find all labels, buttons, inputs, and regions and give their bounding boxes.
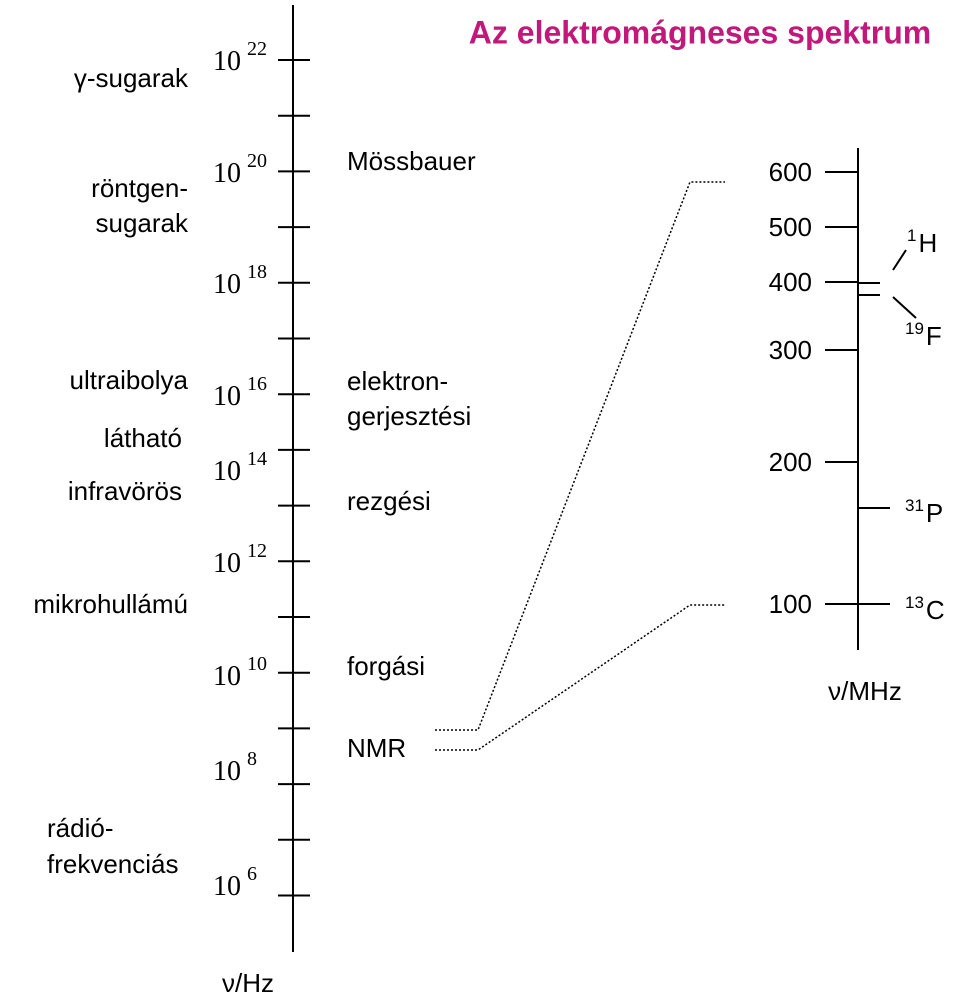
tick-label: 600 bbox=[769, 157, 812, 187]
transition-label: gerjesztési bbox=[347, 401, 471, 431]
exponent: 6 bbox=[247, 863, 257, 885]
exponent: 20 bbox=[247, 150, 267, 172]
tick-label: 10 20 bbox=[213, 150, 267, 190]
axis-label: ν/Hz bbox=[222, 968, 274, 997]
exponent: 16 bbox=[247, 373, 267, 395]
tick-label: 10 18 bbox=[213, 261, 267, 301]
tick-label: 10 8 bbox=[213, 748, 257, 788]
base: 10 bbox=[213, 661, 241, 692]
mass-number: 19 bbox=[905, 319, 924, 338]
tick-label: 500 bbox=[769, 212, 812, 242]
mass-number: 1 bbox=[907, 226, 916, 245]
mass-number: 13 bbox=[905, 593, 924, 612]
pointer bbox=[892, 249, 907, 271]
region-label: infravörös bbox=[68, 476, 182, 506]
region-label: sugarak bbox=[96, 208, 189, 238]
axis-label: ν/MHz bbox=[828, 676, 902, 706]
tick-label: 10 22 bbox=[213, 38, 267, 78]
tick-label: 100 bbox=[769, 589, 812, 619]
symbol: F bbox=[926, 321, 942, 351]
nmr-connector bbox=[435, 604, 725, 751]
nucleus-label: 19F bbox=[905, 319, 942, 350]
transition-label: elektron- bbox=[347, 366, 448, 396]
tick-label: 10 14 bbox=[213, 448, 267, 488]
region-label: röntgen- bbox=[91, 173, 188, 203]
transition-label: forgási bbox=[347, 651, 425, 681]
transition-label: rezgési bbox=[347, 486, 431, 516]
nucleus-label: 1H bbox=[907, 226, 937, 257]
tick-label: 10 16 bbox=[213, 373, 267, 413]
base: 10 bbox=[213, 756, 241, 787]
exponent: 18 bbox=[247, 261, 267, 283]
tick-label: 200 bbox=[769, 447, 812, 477]
tick-label: 10 10 bbox=[213, 653, 267, 693]
base: 10 bbox=[213, 381, 241, 412]
tick-label: 400 bbox=[769, 267, 812, 297]
nmr-connector bbox=[435, 181, 725, 731]
mass-number: 31 bbox=[905, 496, 924, 515]
region-label: frekvenciás bbox=[47, 849, 179, 879]
transition-label: NMR bbox=[347, 733, 406, 763]
base: 10 bbox=[213, 548, 241, 579]
base: 10 bbox=[213, 871, 241, 902]
nucleus-label: 31P bbox=[905, 496, 943, 527]
tick-label: 10 12 bbox=[213, 540, 267, 580]
transition-label: Mössbauer bbox=[347, 146, 476, 176]
base: 10 bbox=[213, 269, 241, 300]
exponent: 14 bbox=[247, 448, 267, 470]
exponent: 12 bbox=[247, 540, 267, 562]
exponent: 8 bbox=[247, 748, 257, 770]
region-label: ultraibolya bbox=[69, 365, 188, 395]
symbol: C bbox=[926, 595, 945, 625]
nucleus-label: 13C bbox=[905, 593, 945, 624]
region-label: γ-sugarak bbox=[74, 63, 189, 93]
title: Az elektromágneses spektrum bbox=[469, 14, 931, 50]
base: 10 bbox=[213, 158, 241, 189]
tick-label: 300 bbox=[769, 335, 812, 365]
exponent: 10 bbox=[247, 653, 267, 675]
symbol: P bbox=[926, 498, 943, 528]
tick-label: 10 6 bbox=[213, 863, 257, 903]
base: 10 bbox=[213, 456, 241, 487]
region-label: látható bbox=[104, 423, 182, 453]
base: 10 bbox=[213, 46, 241, 77]
region-label: mikrohullámú bbox=[33, 589, 188, 619]
symbol: H bbox=[918, 228, 937, 258]
pointer bbox=[892, 296, 917, 319]
region-label: rádió- bbox=[47, 813, 113, 843]
exponent: 22 bbox=[247, 38, 267, 60]
